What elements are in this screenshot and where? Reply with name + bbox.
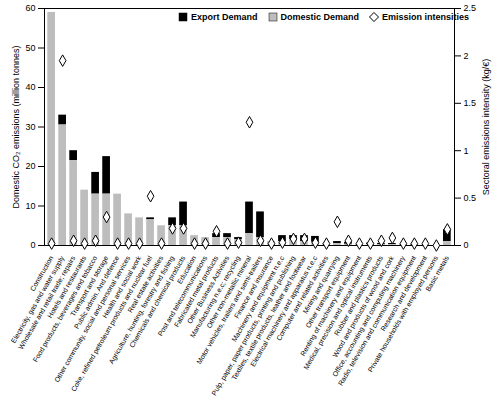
svg-text:60: 60	[25, 3, 35, 13]
svg-text:Medical, precision and optical: Medical, precision and optical instrumen…	[302, 254, 374, 371]
svg-text:Chemicals and chemical product: Chemicals and chemical products	[128, 254, 187, 349]
svg-text:Other transport equipment: Other transport equipment	[304, 254, 352, 329]
svg-text:Finance and insurance: Finance and insurance	[232, 254, 275, 320]
svg-text:Textiles, textile products, le: Textiles, textile products, leather and …	[230, 254, 308, 382]
svg-text:Health and social work: Health and social work	[101, 254, 143, 320]
svg-text:2: 2	[464, 51, 469, 61]
svg-text:Research and development: Research and development	[379, 255, 429, 333]
svg-text:Basic metals: Basic metals	[424, 254, 450, 292]
svg-text:Hotels and restaurants: Hotels and restaurants	[46, 254, 88, 320]
svg-text:Electrical machinery and appar: Electrical machinery and apparatus n.e.c	[249, 254, 319, 368]
svg-text:Machinery and equipment n.e.c: Machinery and equipment n.e.c	[230, 254, 286, 343]
svg-text:Education: Education	[175, 254, 198, 286]
svg-text:20: 20	[25, 161, 35, 171]
svg-text:Other community, social and pe: Other community, social and personal ser…	[53, 254, 132, 384]
svg-text:Public admin. And defence: Public admin. And defence	[72, 254, 121, 330]
svg-text:Mining and quarrying: Mining and quarrying	[301, 254, 341, 315]
svg-text:Manufacturing n.e.c; recycling: Manufacturing n.e.c; recycling	[188, 254, 242, 339]
svg-text:Wood and products of wood and: Wood and products of wood and cork	[331, 254, 396, 359]
svg-text:Other Business Activities: Other Business Activities	[185, 254, 231, 325]
svg-text:Domestic CO₂ emissions (millio: Domestic CO₂ emissions (million tonnes)	[11, 45, 21, 208]
svg-text:Electricity, gas and water sup: Electricity, gas and water supply	[9, 254, 66, 345]
svg-text:0: 0	[464, 240, 469, 250]
svg-text:0: 0	[30, 240, 35, 250]
svg-text:40: 40	[25, 82, 35, 92]
svg-text:10: 10	[25, 201, 35, 211]
svg-text:Construction: Construction	[28, 254, 55, 293]
svg-text:Real estate activities: Real estate activities	[126, 254, 165, 314]
svg-text:Other non-metallic mineral: Other non-metallic mineral	[205, 254, 253, 330]
svg-text:Transport and storage: Transport and storage	[69, 254, 110, 318]
svg-text:Fabricated metal products: Fabricated metal products	[172, 254, 220, 329]
svg-text:Renting of machinery and equip: Renting of machinery and equipment	[299, 254, 363, 358]
svg-text:Private households with employ: Private households with employed persons	[367, 254, 441, 374]
svg-text:Radio, television and communic: Radio, television and communication equi…	[337, 255, 418, 388]
html-text:Domestic Demand: Domestic Demand	[280, 12, 359, 22]
html-text:Export Demand: Export Demand	[191, 12, 258, 22]
svg-text:Rubber and plastics products: Rubber and plastics products	[332, 254, 385, 337]
svg-text:1: 1	[464, 146, 469, 156]
svg-text:2.5: 2.5	[464, 3, 477, 13]
svg-text:Pulp, paper, paper products, p: Pulp, paper, paper products, printing an…	[210, 254, 297, 397]
svg-text:Computer and related activitie: Computer and related activities	[274, 254, 330, 342]
svg-text:50: 50	[25, 43, 35, 53]
svg-text:Post and telecommunications: Post and telecommunications	[156, 254, 209, 338]
svg-text:Agriculture, hunting, forestry: Agriculture, hunting, forestry and fishi…	[108, 255, 177, 366]
svg-text:1.5: 1.5	[464, 98, 477, 108]
svg-text:30: 30	[25, 122, 35, 132]
html-text:Emission intensities: Emission intensities	[382, 12, 470, 22]
svg-text:Sectoral emissions intensity (: Sectoral emissions intensity (kg/€)	[481, 59, 491, 196]
svg-text:Coke, refined petroleum produc: Coke, refined petroleum products and nuc…	[69, 254, 154, 393]
svg-text:Food products, beverages and t: Food products, beverages and tobacco	[31, 254, 99, 364]
svg-text:0.5: 0.5	[464, 193, 477, 203]
svg-text:Motor vehicles, trailers and s: Motor vehicles, trailers and semi-traile…	[195, 254, 264, 366]
svg-text:Office, accounting and computi: Office, accounting and computing machine…	[331, 254, 407, 378]
svg-text:Wholesale and retail trade; re: Wholesale and retail trade; repairs	[17, 254, 77, 351]
